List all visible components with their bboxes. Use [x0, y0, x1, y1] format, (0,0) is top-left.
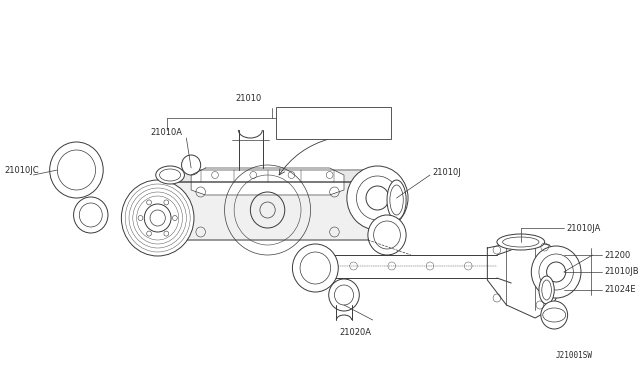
Ellipse shape — [497, 234, 545, 250]
Text: J21001SW: J21001SW — [556, 351, 593, 360]
Circle shape — [347, 166, 408, 230]
Ellipse shape — [539, 276, 554, 304]
Ellipse shape — [156, 166, 184, 184]
Circle shape — [368, 215, 406, 255]
Polygon shape — [487, 240, 564, 318]
Text: SEC.144 HOSE-WATER: SEC.144 HOSE-WATER — [281, 113, 365, 122]
FancyBboxPatch shape — [276, 107, 391, 139]
Circle shape — [292, 244, 339, 292]
Circle shape — [50, 142, 103, 198]
Text: 21010A: 21010A — [150, 128, 182, 137]
Circle shape — [329, 279, 359, 311]
Text: 21200: 21200 — [604, 250, 630, 260]
Text: 21010JB: 21010JB — [604, 267, 639, 276]
Polygon shape — [124, 182, 387, 240]
Text: (14056VA): (14056VA) — [281, 125, 321, 135]
Circle shape — [182, 155, 201, 175]
Text: 21010JA: 21010JA — [566, 224, 601, 232]
Text: 21010JC: 21010JC — [4, 166, 40, 174]
Polygon shape — [191, 168, 344, 195]
Circle shape — [541, 301, 568, 329]
Polygon shape — [148, 170, 387, 190]
Circle shape — [122, 180, 194, 256]
Ellipse shape — [387, 180, 406, 220]
Text: 21010: 21010 — [236, 94, 262, 103]
Ellipse shape — [296, 255, 316, 278]
Text: 21024E: 21024E — [604, 285, 636, 295]
Text: 21010J: 21010J — [432, 167, 461, 176]
Circle shape — [531, 246, 581, 298]
Circle shape — [74, 197, 108, 233]
Text: 21020A: 21020A — [339, 328, 371, 337]
